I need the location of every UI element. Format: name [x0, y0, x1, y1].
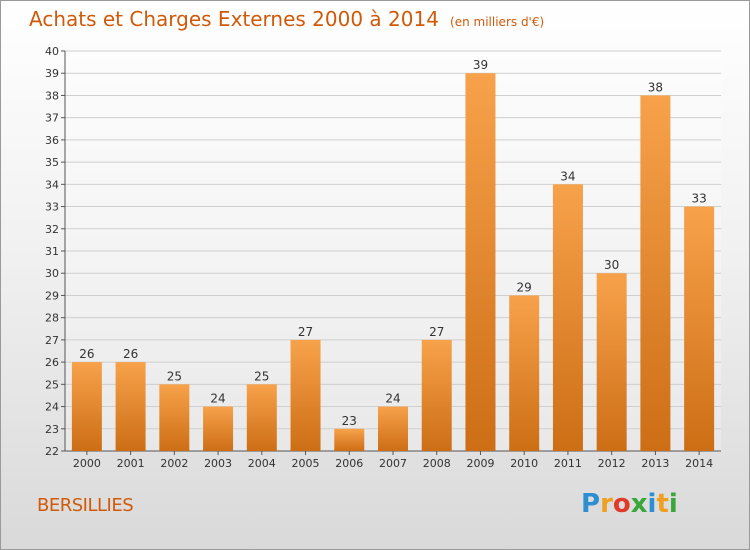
bar	[465, 73, 496, 451]
x-tick-label: 2009	[466, 457, 494, 470]
logo-letter: r	[600, 489, 613, 519]
proxiti-logo: Proxiti	[581, 489, 678, 519]
y-tick-label: 37	[45, 112, 59, 125]
y-tick-label: 28	[45, 312, 59, 325]
y-tick-label: 39	[45, 67, 59, 80]
y-tick-label: 40	[45, 45, 59, 58]
bar	[71, 362, 102, 451]
bar	[640, 95, 671, 451]
bar-value-label: 25	[254, 369, 269, 383]
bar-value-label: 38	[648, 80, 663, 94]
bar	[290, 339, 321, 451]
x-tick-label: 2004	[248, 457, 276, 470]
bar-value-label: 33	[691, 192, 706, 206]
x-tick-label: 2010	[510, 457, 538, 470]
bar-value-label: 29	[517, 280, 532, 294]
x-tick-label: 2003	[204, 457, 232, 470]
y-tick-label: 31	[45, 245, 59, 258]
x-tick-label: 2014	[685, 457, 713, 470]
x-tick-label: 2013	[641, 457, 669, 470]
x-tick-label: 2006	[335, 457, 363, 470]
bar	[115, 362, 146, 451]
bar-value-label: 27	[429, 325, 444, 339]
y-tick-label: 22	[45, 445, 59, 458]
x-tick-label: 2008	[423, 457, 451, 470]
bar-value-label: 26	[79, 347, 94, 361]
bar-value-label: 39	[473, 58, 488, 72]
logo-letter: i	[668, 489, 678, 519]
commune-name: BERSILLIES	[37, 495, 134, 516]
bar	[596, 273, 627, 451]
y-tick-label: 30	[45, 267, 59, 280]
y-tick-label: 38	[45, 89, 59, 102]
chart-title-block: Achats et Charges Externes 2000 à 2014 (…	[29, 7, 544, 31]
bar-value-label: 30	[604, 258, 619, 272]
bar-value-label: 24	[385, 392, 400, 406]
bar-value-label: 34	[560, 169, 575, 183]
y-tick-label: 24	[45, 401, 59, 414]
logo-letter: P	[581, 489, 601, 519]
y-tick-label: 34	[45, 178, 59, 191]
y-tick-label: 32	[45, 223, 59, 236]
y-tick-label: 25	[45, 378, 59, 391]
x-tick-label: 2005	[292, 457, 320, 470]
chart-title: Achats et Charges Externes 2000 à 2014	[29, 7, 439, 31]
x-tick-label: 2011	[554, 457, 582, 470]
x-tick-label: 2002	[160, 457, 188, 470]
y-tick-label: 29	[45, 289, 59, 302]
chart-subtitle: (en milliers d'€)	[450, 15, 545, 29]
y-tick-label: 35	[45, 156, 59, 169]
bar	[378, 406, 408, 451]
y-tick-label: 27	[45, 334, 59, 347]
logo-letter: x	[630, 489, 648, 519]
bar	[421, 339, 452, 451]
y-tick-label: 33	[45, 201, 59, 214]
x-tick-label: 2007	[379, 457, 407, 470]
bar	[552, 184, 583, 452]
logo-letter: o	[612, 489, 631, 519]
bar	[246, 384, 277, 451]
logo-letter: t	[656, 489, 669, 519]
x-tick-label: 2000	[73, 457, 101, 470]
bar-value-label: 27	[298, 325, 313, 339]
y-tick-label: 26	[45, 356, 59, 369]
x-tick-label: 2012	[598, 457, 626, 470]
bar	[509, 295, 540, 451]
bar-value-label: 23	[342, 414, 357, 428]
y-tick-label: 36	[45, 134, 59, 147]
y-tick-label: 23	[45, 423, 59, 436]
bar	[334, 428, 365, 451]
bar-value-label: 25	[167, 369, 182, 383]
bar	[684, 206, 715, 451]
x-tick-label: 2001	[117, 457, 145, 470]
bar-value-label: 26	[123, 347, 138, 361]
bar	[203, 406, 234, 451]
logo-letter: i	[647, 489, 657, 519]
bar-value-label: 24	[210, 392, 225, 406]
bar	[159, 384, 190, 451]
